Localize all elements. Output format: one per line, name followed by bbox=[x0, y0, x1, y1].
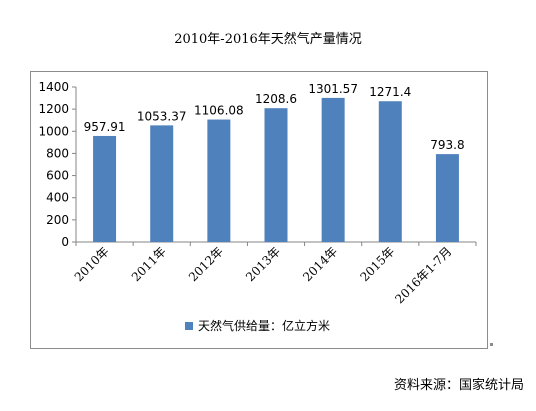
bar-chart: 0 200 400 600 800 1000 1200 1400 957.91 2010年 1053… bbox=[38, 80, 477, 333]
data-label: 1301.57 bbox=[308, 82, 358, 96]
x-tick-label: 2011年 bbox=[129, 244, 169, 284]
x-tick-label: 2010年 bbox=[72, 244, 112, 284]
y-tick-label: 1400 bbox=[38, 80, 69, 94]
bar bbox=[321, 97, 345, 242]
legend-label: 天然气供给量：亿立方米 bbox=[198, 318, 330, 333]
y-tick-label: 1200 bbox=[38, 102, 69, 116]
source-note: 资料来源：国家统计局 bbox=[393, 378, 524, 393]
y-tick-label: 600 bbox=[46, 169, 69, 183]
resize-handle bbox=[490, 343, 493, 346]
y-tick-label: 1000 bbox=[38, 124, 69, 138]
data-label: 957.91 bbox=[84, 120, 126, 134]
data-label: 1271.4 bbox=[369, 85, 411, 99]
bar bbox=[264, 108, 288, 242]
chart-area: 0 200 400 600 800 1000 1200 1400 957.91 2010年 1053… bbox=[30, 71, 488, 349]
bar bbox=[150, 125, 174, 242]
x-tick-label: 2014年 bbox=[300, 244, 340, 284]
data-label: 1208.6 bbox=[255, 92, 297, 106]
chart-title: 2010年-2016年天然气产量情况 bbox=[174, 32, 362, 47]
x-tick-label: 2012年 bbox=[186, 244, 226, 284]
bar bbox=[378, 101, 402, 242]
y-tick-label: 200 bbox=[46, 213, 69, 227]
y-tick-label: 800 bbox=[46, 146, 69, 160]
x-tick-label: 2015年 bbox=[357, 244, 397, 284]
bar bbox=[207, 119, 231, 242]
data-label: 793.8 bbox=[430, 138, 464, 152]
legend-swatch bbox=[185, 322, 193, 330]
x-tick-label: 2016年1-7月 bbox=[392, 244, 454, 306]
y-tick-label: 0 bbox=[61, 235, 69, 249]
bar bbox=[435, 154, 459, 242]
y-tick-label: 400 bbox=[46, 191, 69, 205]
bar bbox=[93, 135, 117, 242]
data-label: 1106.08 bbox=[194, 104, 244, 118]
data-label: 1053.37 bbox=[137, 109, 187, 123]
x-tick-label: 2013年 bbox=[243, 244, 283, 284]
